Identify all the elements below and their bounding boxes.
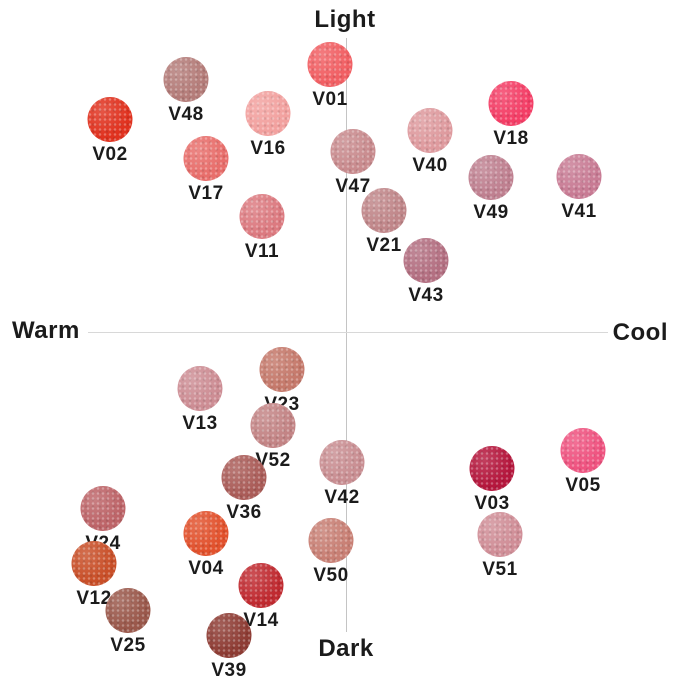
swatch-V13: V13 [177, 365, 223, 434]
swatch-V01: V01 [307, 41, 353, 110]
swatch-V04: V04 [183, 510, 229, 579]
shade-dot [71, 540, 117, 586]
swatch-V49: V49 [468, 154, 514, 223]
shade-dot [319, 439, 365, 485]
shade-dot [206, 612, 252, 658]
swatch-V43: V43 [403, 237, 449, 306]
swatch-V14: V14 [238, 562, 284, 631]
swatch-label: V51 [482, 558, 518, 580]
shade-dot [469, 445, 515, 491]
shade-dot [407, 107, 453, 153]
shade-dot [238, 562, 284, 608]
shade-dot [308, 517, 354, 563]
swatch-V21: V21 [361, 187, 407, 256]
swatch-V18: V18 [488, 80, 534, 149]
swatch-V47: V47 [330, 128, 376, 197]
swatch-V39: V39 [206, 612, 252, 679]
swatch-label: V48 [168, 103, 204, 125]
swatch-label: V40 [412, 154, 448, 176]
swatch-V41: V41 [556, 153, 602, 222]
swatch-label: V03 [474, 492, 510, 514]
swatch-label: V52 [255, 449, 291, 471]
swatch-V02: V02 [87, 96, 133, 165]
swatch-V36: V36 [221, 454, 267, 523]
swatch-V40: V40 [407, 107, 453, 176]
shade-dot [105, 587, 151, 633]
shade-dot [239, 193, 285, 239]
shade-dot [221, 454, 267, 500]
light-dark-axis-line [346, 38, 347, 632]
swatch-label: V13 [182, 412, 218, 434]
swatch-label: V41 [561, 200, 597, 222]
shade-dot [183, 135, 229, 181]
shade-dot [183, 510, 229, 556]
swatch-label: V36 [226, 501, 262, 523]
warm-cool-axis-line [88, 332, 608, 333]
swatch-V52: V52 [250, 402, 296, 471]
swatch-label: V25 [110, 634, 146, 656]
axis-label-warm: Warm [12, 317, 80, 344]
shade-dot [403, 237, 449, 283]
swatch-label: V12 [76, 587, 112, 609]
swatch-label: V02 [92, 143, 128, 165]
swatch-V51: V51 [477, 511, 523, 580]
shade-dot [250, 402, 296, 448]
shade-dot [560, 427, 606, 473]
swatch-V12: V12 [71, 540, 117, 609]
swatch-label: V14 [243, 609, 279, 631]
swatch-V16: V16 [245, 90, 291, 159]
shade-dot [477, 511, 523, 557]
shade-dot [361, 187, 407, 233]
shade-dot [245, 90, 291, 136]
swatch-label: V39 [211, 659, 247, 679]
swatch-V23: V23 [259, 346, 305, 414]
swatch-label: V01 [312, 88, 348, 110]
swatch-label: V11 [244, 240, 280, 262]
axis-label-light: Light [314, 6, 376, 33]
shade-dot [259, 346, 305, 392]
shade-dot [80, 485, 126, 531]
shade-dot [163, 56, 209, 102]
swatch-label: V49 [473, 201, 509, 223]
swatch-label: V04 [188, 557, 224, 579]
swatch-label: V16 [250, 137, 286, 159]
swatch-V50: V50 [308, 517, 354, 586]
swatch-V17: V17 [183, 135, 229, 204]
axis-label-dark: Dark [318, 635, 374, 662]
swatch-V05: V05 [560, 427, 606, 496]
shade-dot [307, 41, 353, 87]
swatch-label: V50 [313, 564, 349, 586]
shade-dot [488, 80, 534, 126]
swatch-V03: V03 [469, 445, 515, 514]
swatch-label: V18 [493, 127, 529, 149]
shade-dot [556, 153, 602, 199]
swatch-label: V43 [408, 284, 444, 306]
swatch-V48: V48 [163, 56, 209, 125]
shade-dot [330, 128, 376, 174]
shade-dot [177, 365, 223, 411]
swatch-label: V17 [188, 182, 224, 204]
swatch-label: V21 [366, 234, 402, 256]
shade-dot [87, 96, 133, 142]
swatch-V11: V11 [239, 193, 285, 262]
shade-dot [468, 154, 514, 200]
swatch-label: V42 [324, 486, 360, 508]
swatch-V25: V25 [105, 587, 151, 656]
swatch-label: V47 [335, 175, 371, 197]
swatch-label: V05 [565, 474, 601, 496]
swatch-V42: V42 [319, 439, 365, 508]
axis-label-cool: Cool [612, 319, 668, 346]
